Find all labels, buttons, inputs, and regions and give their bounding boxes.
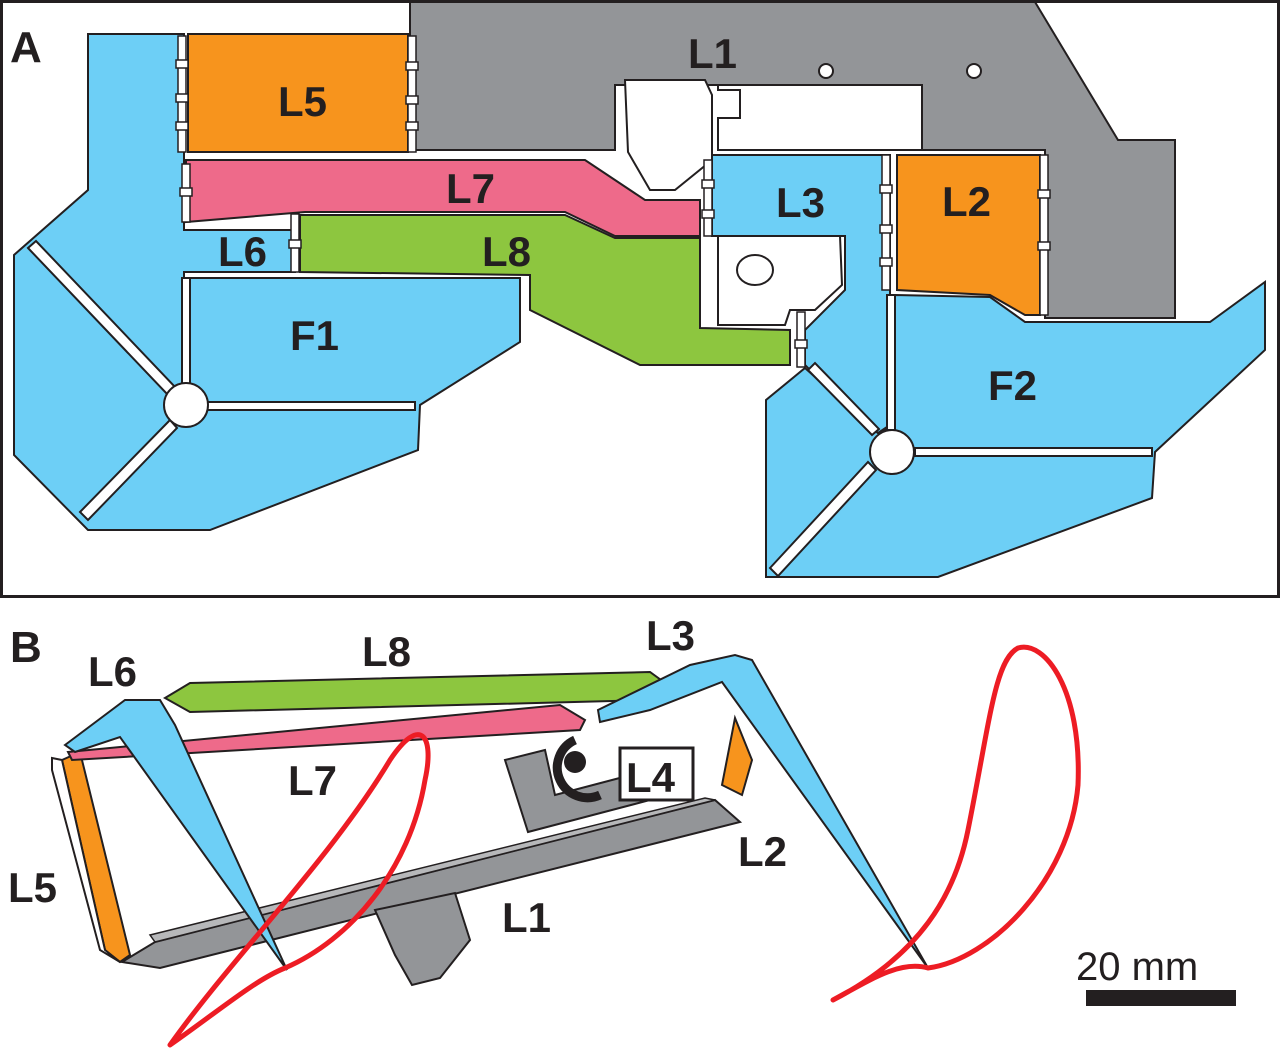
label-f1: F1 — [290, 312, 339, 359]
link-l8 — [163, 670, 674, 714]
link-l7 — [185, 159, 701, 237]
label-l6: L6 — [218, 228, 267, 275]
link-l2 — [720, 714, 754, 797]
label-l7: L7 — [446, 165, 495, 212]
label-l6: L6 — [88, 648, 137, 695]
link-l1-bar — [119, 798, 743, 970]
label-l4-box — [618, 746, 695, 802]
cutout-hole — [736, 254, 774, 286]
link-l8 — [299, 214, 791, 366]
label-l2: L2 — [942, 178, 991, 225]
cutout-piece — [623, 79, 713, 191]
label-l2: L2 — [738, 828, 787, 875]
label-l4: L4 — [626, 754, 676, 801]
label-l3: L3 — [776, 179, 825, 226]
f1-pivot-joint — [163, 382, 209, 428]
link-l1-plate — [409, 0, 1176, 319]
link-l5 — [187, 33, 409, 153]
label-l3: L3 — [646, 612, 695, 659]
scale-bar-label: 20 mm — [1076, 945, 1198, 989]
label-l8: L8 — [362, 628, 411, 675]
cutout-piece — [717, 84, 923, 151]
link-l5-edge — [51, 756, 121, 963]
f2-joint-slots — [768, 294, 1153, 578]
f2-pivot-joint — [869, 429, 915, 475]
scale-bar — [1086, 990, 1236, 1006]
label-l8: L8 — [482, 228, 531, 275]
link-l1-keel — [373, 891, 472, 987]
link-l1-bar-top — [148, 797, 716, 943]
panel-a-letter: A — [10, 23, 42, 72]
label-l1: L1 — [688, 30, 737, 77]
label-l1: L1 — [502, 894, 551, 941]
hinge-strips — [175, 35, 1051, 368]
panel-a: A L1 L5 L7 L3 L2 L6 L8 F1 F2 — [0, 0, 1280, 598]
trajectory-right — [830, 644, 1081, 1003]
label-l7: L7 — [288, 757, 337, 804]
label-l5: L5 — [278, 78, 327, 125]
link-l7 — [66, 703, 587, 762]
mount-hole — [818, 63, 834, 79]
trajectory-left — [167, 732, 431, 1048]
crank-l4 — [552, 735, 695, 803]
panel-b-letter: B — [10, 623, 42, 672]
mount-hole — [966, 63, 982, 79]
panel-b: 20 mm B L6 L8 L3 L7 L4 L2 L5 L1 — [8, 612, 1236, 1048]
f1-joint-slots — [26, 239, 416, 522]
label-l5: L5 — [8, 864, 57, 911]
label-f2: F2 — [988, 362, 1037, 409]
link-l6 — [63, 699, 288, 971]
